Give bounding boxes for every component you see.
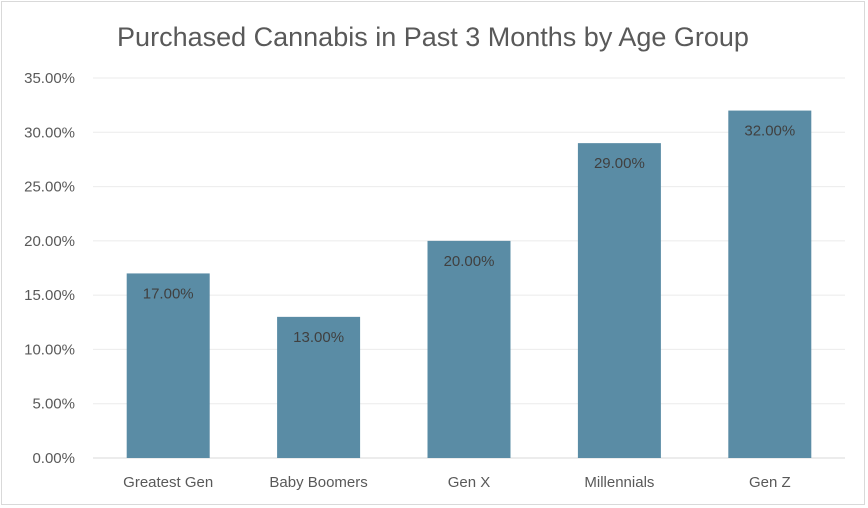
- bar: [126, 273, 210, 458]
- y-tick-label: 20.00%: [24, 233, 75, 250]
- y-tick-label: 30.00%: [24, 124, 75, 141]
- bar: [277, 316, 361, 458]
- x-tick-label: Baby Boomers: [269, 474, 367, 491]
- data-label: 17.00%: [143, 285, 194, 302]
- x-tick-label: Millennials: [584, 474, 654, 491]
- data-label: 32.00%: [744, 123, 795, 140]
- bar: [577, 143, 661, 458]
- y-tick-label: 35.00%: [24, 70, 75, 87]
- data-label: 13.00%: [293, 329, 344, 346]
- x-tick-label: Gen Z: [749, 474, 791, 491]
- y-tick-label: 25.00%: [24, 179, 75, 196]
- y-tick-label: 10.00%: [24, 341, 75, 358]
- data-label: 29.00%: [594, 155, 645, 172]
- chart-title: Purchased Cannabis in Past 3 Months by A…: [117, 22, 749, 52]
- bar: [427, 240, 511, 458]
- x-tick-label: Gen X: [448, 474, 491, 491]
- y-tick-label: 5.00%: [32, 396, 75, 413]
- y-tick-label: 0.00%: [32, 450, 75, 467]
- data-label: 20.00%: [444, 253, 495, 270]
- x-tick-label: Greatest Gen: [123, 474, 213, 491]
- y-tick-label: 15.00%: [24, 287, 75, 304]
- bar: [728, 110, 812, 459]
